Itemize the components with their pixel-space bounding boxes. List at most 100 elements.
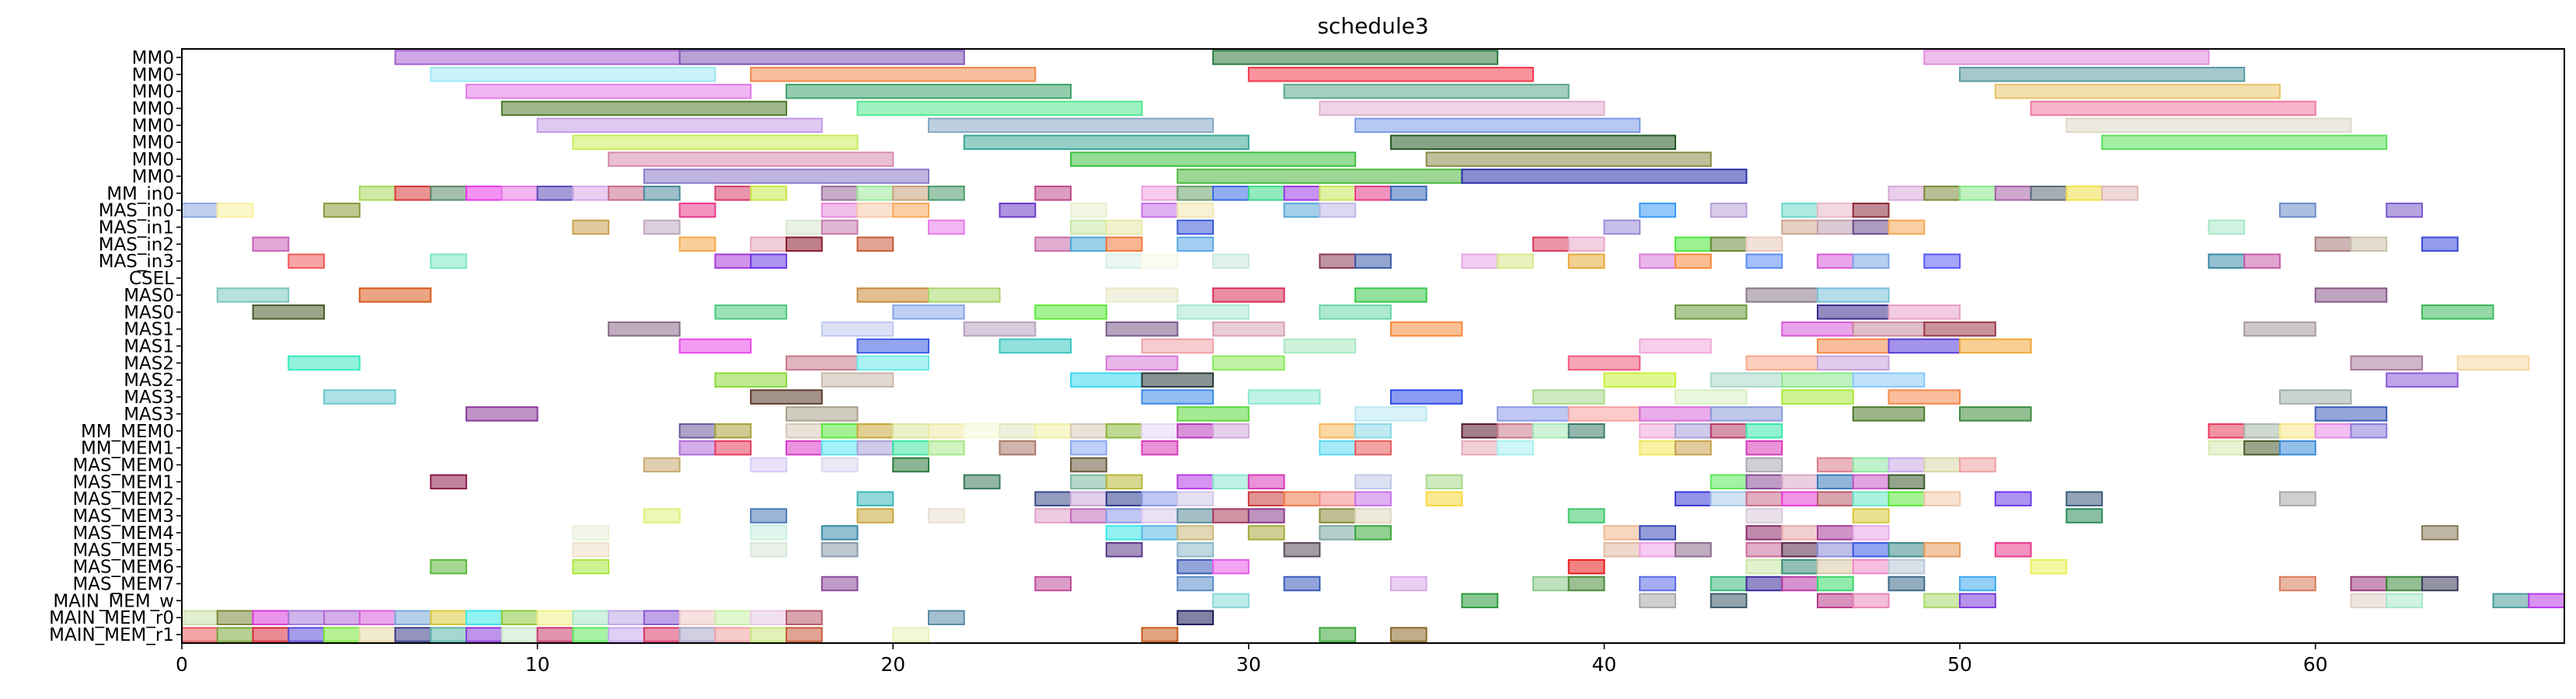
task-bar-416 <box>785 610 823 625</box>
task-bar-296 <box>1354 491 1392 506</box>
task-bar-243 <box>785 440 823 456</box>
task-bar-128 <box>1852 253 1890 269</box>
task-bar-350 <box>1674 542 1712 558</box>
task-bar-120 <box>1354 253 1392 269</box>
task-bar-30 <box>358 186 396 201</box>
task-bar-70 <box>1141 202 1179 218</box>
task-bar-97 <box>750 236 787 252</box>
task-bar-58 <box>2030 186 2068 201</box>
task-bar-254 <box>1497 440 1534 456</box>
task-bar-149 <box>1817 304 1890 320</box>
task-bar-13 <box>856 100 1143 116</box>
task-bar-150 <box>1888 304 1961 320</box>
task-bar-299 <box>1710 491 1748 506</box>
task-bar-220 <box>1034 423 1072 439</box>
task-bar-44 <box>927 186 965 201</box>
task-bar-406 <box>430 610 468 625</box>
task-bar-64 <box>678 202 716 218</box>
task-bar-177 <box>1745 355 1819 371</box>
task-bar-48 <box>1212 186 1250 201</box>
task-bar-47 <box>1176 186 1215 201</box>
task-bar-5 <box>750 67 1037 82</box>
task-bar-156 <box>1212 321 1285 337</box>
task-bar-344 <box>821 542 859 558</box>
task-bar-53 <box>1389 186 1427 201</box>
task-bar-330 <box>1141 525 1179 541</box>
task-bar-173 <box>856 355 929 371</box>
task-bar-251 <box>1319 440 1357 456</box>
task-bar-295 <box>1319 491 1357 506</box>
task-bar-17 <box>927 117 1215 134</box>
y-tick-label: MM_MEM1 <box>81 439 174 459</box>
task-bar-86 <box>1070 219 1107 235</box>
task-bar-387 <box>1212 593 1250 609</box>
task-bar-395 <box>2350 593 2388 609</box>
task-bar-190 <box>323 389 396 405</box>
task-bar-226 <box>1319 423 1357 439</box>
task-bar-290 <box>1105 491 1143 506</box>
task-bar-390 <box>1710 593 1748 609</box>
task-bar-16 <box>536 117 823 134</box>
y-tick-label: MM_in0 <box>106 184 174 204</box>
task-bar-356 <box>1923 542 1961 558</box>
task-bar-79 <box>2278 202 2316 218</box>
task-bar-321 <box>1354 508 1392 523</box>
task-bar-357 <box>1994 542 2032 558</box>
task-bar-126 <box>1745 253 1783 269</box>
y-tick-label: MAS1 <box>124 320 174 340</box>
task-bar-319 <box>1247 508 1285 523</box>
task-bar-340 <box>1852 525 1890 541</box>
task-bar-309 <box>643 508 681 523</box>
task-bar-397 <box>2492 593 2530 609</box>
task-bar-324 <box>1852 508 1890 523</box>
x-tick-label: 60 <box>2303 653 2328 676</box>
task-bar-259 <box>2243 440 2281 456</box>
task-bar-6 <box>1247 67 1534 82</box>
task-bar-158 <box>1781 321 1854 337</box>
task-bar-59 <box>2065 186 2104 201</box>
task-bar-274 <box>1070 474 1107 490</box>
task-bar-216 <box>892 423 929 439</box>
task-bar-239 <box>2314 423 2352 439</box>
chart-title: schedule3 <box>1317 13 1428 39</box>
y-tick-label: MAS_MEM0 <box>72 456 174 476</box>
task-bar-311 <box>856 508 894 523</box>
task-bar-131 <box>2243 253 2281 269</box>
task-bar-249 <box>1070 440 1107 456</box>
task-bar-371 <box>1176 576 1215 592</box>
task-bar-19 <box>2065 117 2352 134</box>
task-bar-61 <box>181 202 218 218</box>
task-bar-409 <box>536 610 574 625</box>
task-bar-129 <box>1923 253 1961 269</box>
task-bar-15 <box>2030 100 2316 116</box>
task-bar-389 <box>1639 593 1676 609</box>
y-tick-label: MAS2 <box>124 370 174 391</box>
task-bar-242 <box>714 440 752 456</box>
task-bar-22 <box>1389 134 1676 150</box>
task-bar-160 <box>1923 321 1996 337</box>
task-bar-28 <box>1176 169 1463 184</box>
task-bar-374 <box>1532 576 1570 592</box>
task-bar-155 <box>1105 321 1179 337</box>
task-bar-227 <box>1354 423 1392 439</box>
y-tick-label: MM0 <box>132 65 174 85</box>
task-bar-143 <box>714 304 787 320</box>
task-bar-96 <box>678 236 716 252</box>
task-bar-427 <box>465 627 503 642</box>
task-bar-38 <box>643 186 681 201</box>
y-tick-label: MM0 <box>132 150 174 170</box>
task-bar-380 <box>1817 576 1854 592</box>
x-tick-label: 0 <box>176 653 188 676</box>
task-bar-80 <box>2386 202 2423 218</box>
task-bar-351 <box>1745 542 1783 558</box>
task-bar-396 <box>2386 593 2423 609</box>
task-bar-255 <box>1639 440 1676 456</box>
task-bar-219 <box>999 423 1037 439</box>
task-bar-405 <box>394 610 432 625</box>
task-bar-414 <box>714 610 752 625</box>
task-bar-391 <box>1817 593 1854 609</box>
y-tick-label: MM0 <box>132 133 174 153</box>
task-bar-331 <box>1176 525 1215 541</box>
task-bar-329 <box>1105 525 1143 541</box>
task-bar-29 <box>1461 169 1748 184</box>
